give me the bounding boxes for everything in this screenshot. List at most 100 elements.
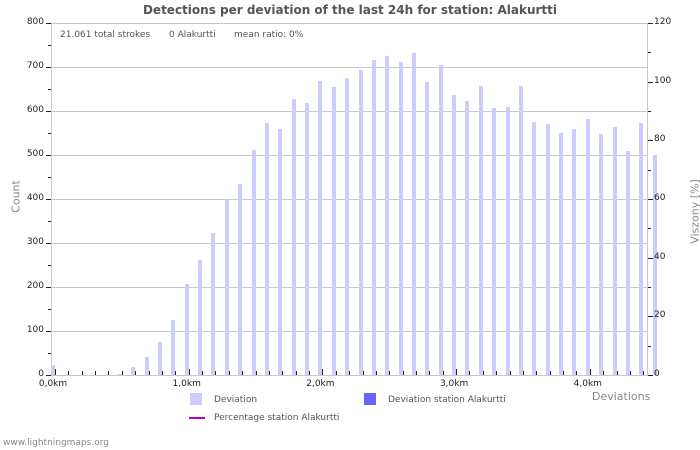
y-tick-label: 600 (26, 105, 44, 115)
bar-deviation (478, 85, 483, 375)
x-tick-mark (68, 371, 70, 375)
bar-deviation (331, 86, 336, 375)
bar-deviation (639, 122, 644, 375)
x-tick-mark (643, 371, 645, 375)
x-tick-mark (108, 371, 110, 375)
legend-label-deviation: Deviation (214, 395, 258, 405)
x-tick-mark (268, 371, 270, 375)
y-minor-tick (48, 309, 51, 310)
x-tick-mark (402, 371, 404, 375)
x-tick-label: 2,0km (306, 379, 335, 389)
x-tick-label: 0,0km (38, 379, 68, 389)
x-axis-line (51, 375, 648, 376)
mean-ratio: mean ratio: 0% (234, 30, 304, 40)
y-right-minor-tick (648, 52, 651, 54)
bar-deviation (385, 56, 390, 375)
y-right-minor-tick (648, 287, 651, 288)
bar-deviation (358, 70, 363, 375)
bar-deviation (371, 60, 376, 375)
x-tick-mark (215, 371, 217, 375)
x-tick-mark (175, 371, 177, 375)
chart-title: Detections per deviation of the last 24h… (142, 3, 558, 17)
x-tick-mark (456, 369, 458, 375)
y-right-tick-mark (648, 257, 653, 259)
bar-deviation (625, 151, 630, 375)
y-minor-tick (48, 221, 51, 222)
bar-deviation (345, 78, 350, 375)
bar-deviation (251, 149, 256, 375)
x-tick-mark (349, 371, 351, 375)
bar-deviation (545, 124, 550, 375)
x-tick-mark (81, 371, 83, 375)
y-tick-mark (46, 155, 51, 156)
y-axis-right-label: Viszony [%] (688, 179, 700, 244)
bar-deviation (465, 100, 470, 375)
bar-deviation (411, 52, 416, 375)
bar-deviation (224, 199, 229, 375)
y-axis-left-label: Count (9, 180, 23, 213)
bar-deviation (278, 129, 283, 375)
x-tick-mark (389, 371, 391, 375)
y-right-tick-label: 100 (654, 75, 672, 86)
x-tick-mark (429, 371, 431, 375)
y-right-minor-tick (648, 169, 651, 171)
y-right-tick-label: 80 (654, 134, 666, 145)
bar-deviation (264, 122, 269, 375)
bar-deviation (144, 357, 149, 375)
x-tick-mark (482, 371, 484, 375)
y-tick-label: 800 (26, 17, 44, 27)
y-minor-tick (48, 265, 51, 266)
x-tick-mark (322, 369, 324, 375)
total-strokes: 21.061 total strokes (60, 30, 151, 40)
y-tick-mark (46, 331, 51, 332)
bar-deviation (117, 374, 122, 375)
y-tick-label: 400 (26, 193, 44, 203)
y-minor-tick (48, 133, 51, 134)
x-tick-mark (629, 371, 631, 375)
bar-deviation (318, 81, 323, 375)
y-tick-mark (46, 287, 51, 288)
bar-deviation (599, 133, 604, 375)
x-tick-mark (375, 371, 377, 375)
y-tick-label: 500 (26, 149, 44, 159)
bar-deviation (171, 320, 176, 375)
x-tick-label: 1,0km (172, 379, 201, 389)
bar-deviation (291, 98, 296, 375)
bar-deviation (492, 107, 497, 375)
bar-deviation (505, 106, 510, 375)
x-tick-mark (415, 371, 417, 375)
x-tick-mark (536, 371, 538, 375)
x-tick-mark (563, 371, 565, 375)
y-minor-tick (48, 177, 51, 178)
y-right-minor-tick (648, 345, 651, 347)
bar-deviation (559, 133, 564, 375)
y-tick-label: 200 (26, 281, 44, 291)
x-tick-mark (603, 371, 605, 375)
bar-deviation (585, 118, 590, 375)
y-tick-mark (46, 67, 51, 68)
x-tick-label: 3,0km (439, 379, 469, 389)
x-tick-mark (496, 371, 498, 375)
bar-deviation (157, 342, 162, 375)
x-tick-mark (576, 371, 578, 375)
y-minor-tick (48, 45, 51, 46)
y-right-tick-mark (648, 316, 653, 318)
x-tick-mark (335, 371, 337, 375)
x-tick-mark (55, 369, 56, 375)
bar-deviation (572, 129, 577, 375)
legend-swatch-deviation (190, 393, 202, 405)
y-tick-label: 300 (26, 237, 44, 247)
y-tick-mark (46, 111, 51, 112)
x-tick-mark (295, 371, 297, 375)
x-tick-mark (309, 371, 311, 375)
legend-line-percentage (189, 417, 205, 419)
gridline (51, 67, 648, 68)
y-right-tick-mark (648, 375, 653, 376)
plot-area (51, 23, 648, 375)
bar-deviation (518, 85, 523, 375)
gridline (51, 199, 648, 200)
x-tick-mark (242, 371, 244, 375)
y-tick-mark (46, 375, 51, 376)
y-tick-label: 0 (38, 369, 44, 379)
y-right-tick-label: 120 (654, 17, 672, 27)
